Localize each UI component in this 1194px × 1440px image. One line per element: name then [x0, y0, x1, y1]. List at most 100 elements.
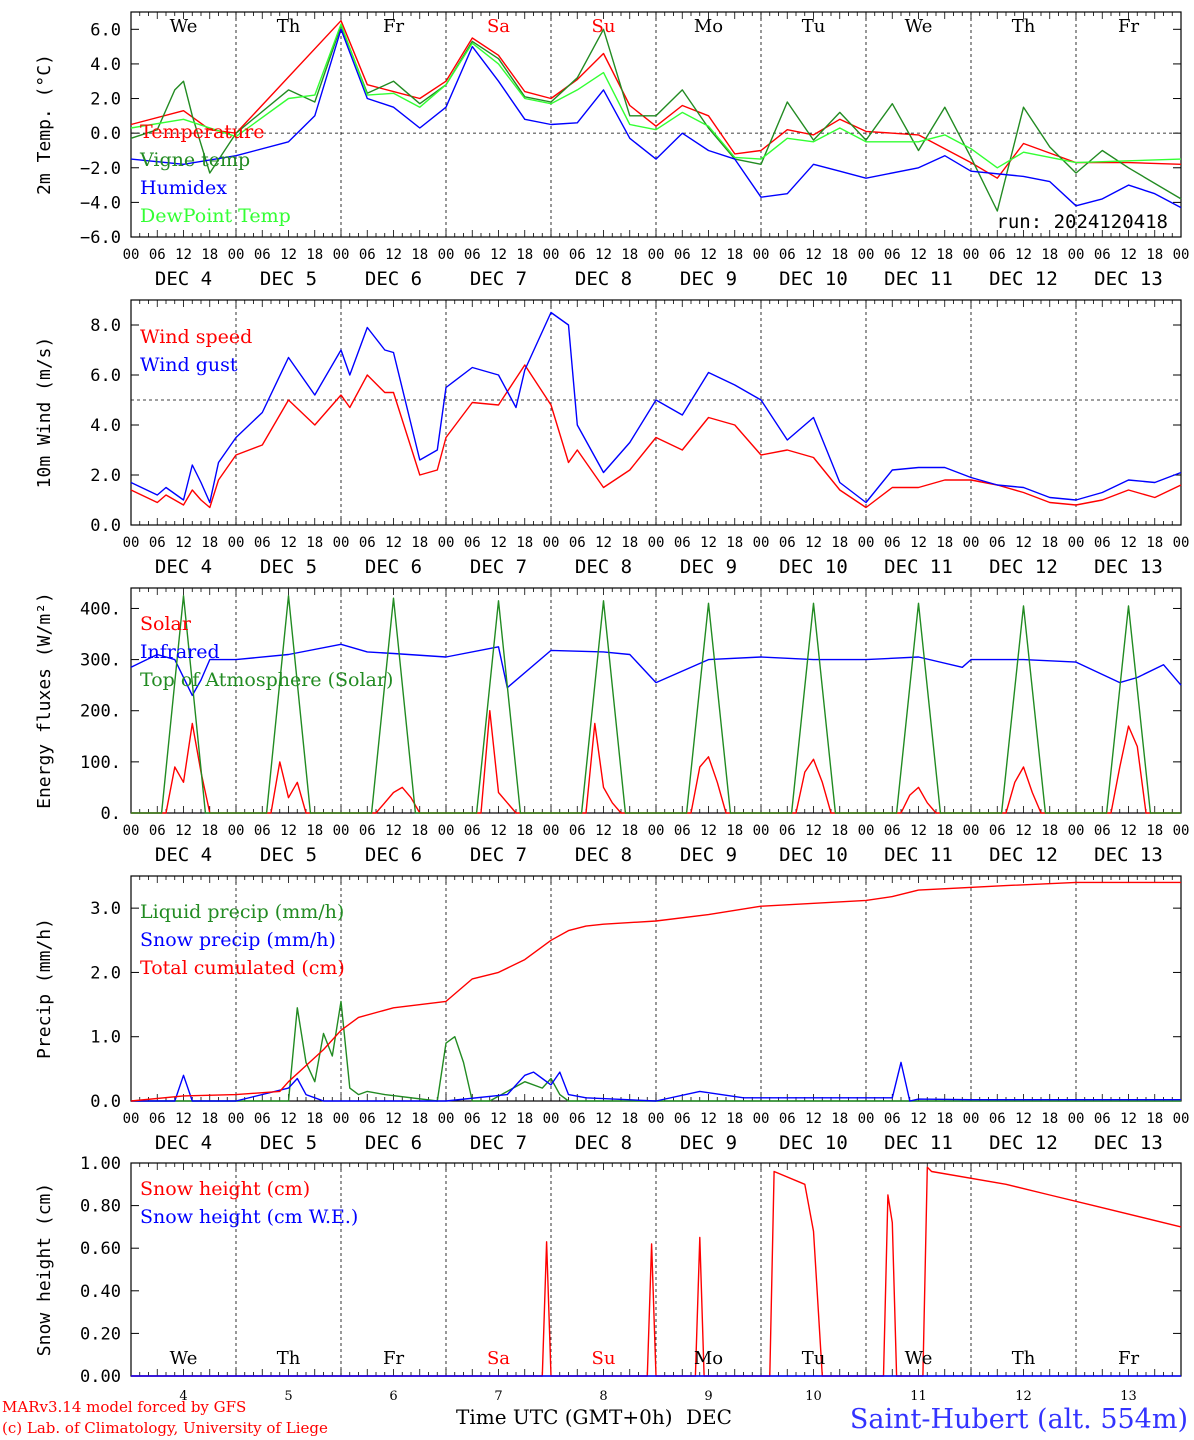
x-hour-label: 00 — [753, 535, 770, 551]
y-tick-label: −2.0 — [80, 159, 121, 179]
x-day-label: DEC 8 — [575, 844, 632, 866]
x-hour-label: 18 — [306, 823, 323, 839]
x-hour-label: 00 — [333, 535, 350, 551]
x-hour-label: 06 — [149, 535, 166, 551]
weekday-label: We — [905, 16, 933, 37]
x-ticks — [130, 300, 1182, 525]
x-day-label: DEC 11 — [884, 268, 953, 290]
x-day-number: 5 — [284, 1389, 292, 1404]
series-line-humidex — [130, 28, 1182, 209]
x-hour-label: 18 — [306, 1111, 323, 1127]
x-hour-label: 12 — [385, 1111, 402, 1127]
x-hour-label: 00 — [963, 247, 980, 263]
y-axis-label: 10m Wind (m/s) — [34, 337, 55, 489]
y-tick-label: 0.0 — [90, 516, 121, 536]
y-tick-label: 0.80 — [80, 1197, 121, 1217]
x-day-label: DEC 13 — [1094, 844, 1163, 866]
x-hour-label: 18 — [516, 247, 533, 263]
legend-entry: Snow height (cm W.E.) — [140, 1206, 358, 1228]
y-tick-label: 0. — [101, 804, 121, 824]
x-hour-label: 00 — [123, 1111, 140, 1127]
x-hour-label: 00 — [963, 535, 980, 551]
x-hour-label: 06 — [254, 247, 271, 263]
legend-entry: Humidex — [140, 177, 227, 199]
weekday-label: Su — [592, 1348, 616, 1369]
x-day-number: 7 — [494, 1389, 502, 1404]
x-hour-label: 00 — [648, 535, 665, 551]
x-hour-label: 00 — [543, 535, 560, 551]
x-hour-label: 12 — [385, 535, 402, 551]
x-day-number: 6 — [389, 1389, 397, 1404]
x-day-number: 13 — [1120, 1389, 1137, 1404]
y-tick-label: 2.0 — [90, 466, 121, 486]
weekday-label: Sa — [487, 16, 510, 37]
x-hour-label: 12 — [1015, 823, 1032, 839]
x-day-label: DEC 5 — [260, 556, 317, 578]
x-day-label: DEC 11 — [884, 1132, 953, 1154]
y-axis-label: Energy fluxes (W/m²) — [34, 592, 55, 809]
y-tick-label: 8.0 — [90, 316, 121, 336]
x-axis-month: DEC — [686, 1405, 732, 1429]
run-label: run: 2024120418 — [996, 211, 1168, 233]
x-hour-label: 18 — [831, 535, 848, 551]
x-hour-label: 06 — [779, 823, 796, 839]
legend-entry: Snow precip (mm/h) — [140, 929, 336, 951]
weekday-label: Fr — [383, 16, 404, 37]
x-hour-label: 12 — [280, 247, 297, 263]
x-hour-label: 06 — [779, 247, 796, 263]
x-hour-label: 12 — [490, 1111, 507, 1127]
y-axis-label: Snow height (cm) — [34, 1183, 55, 1356]
x-hour-label: 18 — [621, 535, 638, 551]
x-hour-label: 06 — [149, 1111, 166, 1127]
x-hour-label: 00 — [1068, 247, 1085, 263]
x-hour-label: 18 — [1041, 1111, 1058, 1127]
x-day-label: DEC 12 — [989, 1132, 1058, 1154]
legend-entry: Wind gust — [140, 354, 238, 376]
x-hour-label: 18 — [621, 1111, 638, 1127]
x-hour-label: 12 — [910, 823, 927, 839]
weekday-label: Th — [1012, 16, 1036, 37]
x-day-label: DEC 13 — [1094, 556, 1163, 578]
legend-entry: Top of Atmosphere (Solar) — [140, 669, 393, 691]
x-hour-label: 00 — [438, 823, 455, 839]
x-hour-label: 12 — [595, 247, 612, 263]
x-hour-label: 00 — [648, 1111, 665, 1127]
x-hour-label: 18 — [621, 823, 638, 839]
x-day-label: DEC 8 — [575, 268, 632, 290]
weekday-label: Tu — [802, 1348, 826, 1369]
x-day-label: DEC 4 — [155, 556, 212, 578]
x-day-label: DEC 11 — [884, 844, 953, 866]
x-hour-label: 18 — [411, 823, 428, 839]
x-hour-label: 12 — [910, 535, 927, 551]
x-hour-label: 12 — [1015, 1111, 1032, 1127]
x-hour-label: 00 — [123, 535, 140, 551]
x-day-number: 10 — [805, 1389, 822, 1404]
x-hour-label: 12 — [280, 535, 297, 551]
series-line-snow-precip-mm-h — [131, 1061, 1181, 1102]
weekday-label: Fr — [1118, 1348, 1139, 1369]
weekday-label: We — [170, 16, 198, 37]
y-tick-label: 4.0 — [90, 416, 121, 436]
x-hour-label: 06 — [569, 1111, 586, 1127]
x-day-label: DEC 10 — [779, 1132, 848, 1154]
weekday-label: Tu — [802, 16, 826, 37]
x-hour-label: 18 — [1041, 247, 1058, 263]
x-hour-label: 00 — [1068, 1111, 1085, 1127]
plot-frame — [130, 299, 1182, 526]
x-hour-label: 00 — [1068, 535, 1085, 551]
x-hour-label: 12 — [175, 535, 192, 551]
x-hour-label: 18 — [1146, 823, 1163, 839]
x-hour-label: 00 — [543, 1111, 560, 1127]
x-hour-label: 00 — [438, 1111, 455, 1127]
weekday-label: We — [905, 1348, 933, 1369]
x-hour-label: 06 — [149, 823, 166, 839]
x-hour-label: 06 — [989, 535, 1006, 551]
series-line-solar — [131, 710, 1181, 814]
x-day-label: DEC 9 — [680, 556, 737, 578]
x-hour-label: 00 — [438, 535, 455, 551]
x-hour-label: 18 — [936, 823, 953, 839]
x-day-label: DEC 9 — [680, 844, 737, 866]
x-hour-label: 00 — [1173, 247, 1190, 263]
y-tick-label: 6.0 — [90, 366, 121, 386]
y-tick-label: 100. — [80, 753, 121, 773]
